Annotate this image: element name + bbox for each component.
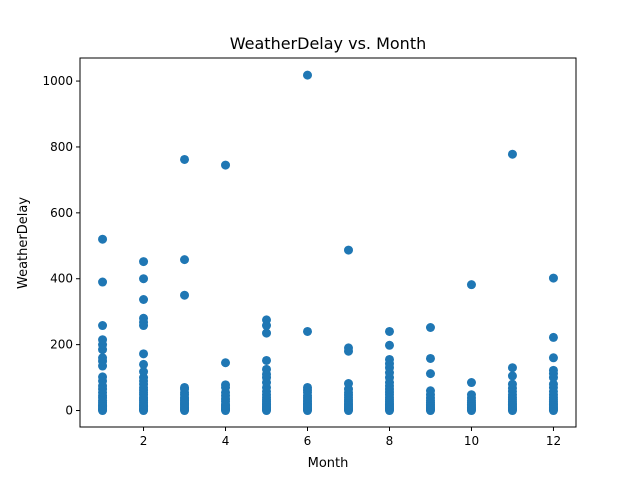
data-point (303, 326, 312, 336)
data-point (344, 343, 353, 353)
y-tick-label: 0 (65, 404, 73, 418)
points-layer (98, 70, 558, 416)
data-point (98, 372, 108, 382)
data-point (466, 390, 476, 400)
y-axis-ticks: 0 200 400 600 800 1000 (42, 74, 80, 418)
data-point (180, 382, 190, 392)
data-point (139, 313, 149, 323)
x-tick-label: 10 (464, 434, 479, 448)
data-point (344, 245, 353, 255)
data-point (98, 335, 108, 345)
data-point (303, 382, 312, 392)
data-point (139, 367, 149, 377)
data-point (548, 353, 558, 363)
data-point (507, 371, 517, 381)
data-point (139, 295, 149, 304)
y-tick-label: 400 (50, 272, 73, 286)
y-axis-label: WeatherDelay (16, 197, 31, 289)
data-point (384, 354, 394, 364)
data-point (98, 277, 108, 287)
data-point (139, 359, 149, 369)
data-point (507, 149, 517, 159)
data-point (507, 363, 517, 373)
data-point (262, 315, 272, 325)
data-point (425, 323, 435, 332)
data-point (384, 340, 394, 350)
x-tick-label: 8 (386, 434, 394, 448)
data-point (180, 154, 190, 164)
data-point (98, 321, 108, 331)
data-point (262, 355, 272, 365)
data-point (507, 379, 517, 389)
chart-title: WeatherDelay vs. Month (230, 34, 426, 53)
y-tick-label: 800 (50, 140, 73, 154)
x-axis-label: Month (308, 456, 349, 471)
data-point (466, 378, 476, 388)
data-point (180, 255, 190, 265)
data-point (262, 364, 272, 374)
data-point (425, 386, 435, 396)
data-point (98, 353, 108, 363)
data-point (303, 70, 312, 80)
x-tick-label: 6 (304, 434, 312, 448)
data-point (466, 280, 476, 290)
data-point (548, 365, 558, 375)
x-tick-label: 4 (222, 434, 230, 448)
data-point (548, 332, 558, 342)
data-point (548, 379, 558, 389)
data-point (262, 328, 272, 338)
data-point (221, 358, 231, 368)
data-point (384, 326, 394, 336)
x-tick-label: 12 (546, 434, 561, 448)
plot-frame (79, 57, 577, 428)
data-point (425, 353, 435, 363)
y-tick-label: 1000 (42, 74, 73, 88)
data-point (139, 349, 149, 359)
y-tick-label: 600 (50, 206, 73, 220)
data-point (221, 160, 231, 170)
data-point (139, 257, 149, 267)
x-axis-ticks: 2 4 6 8 10 12 (140, 427, 561, 448)
data-point (180, 290, 190, 300)
x-tick-label: 2 (140, 434, 148, 448)
data-point (548, 273, 558, 283)
data-point (98, 234, 108, 244)
y-tick-label: 200 (50, 338, 73, 352)
data-point (344, 379, 353, 389)
data-point (221, 380, 231, 390)
data-point (139, 274, 149, 284)
data-point (425, 369, 435, 379)
